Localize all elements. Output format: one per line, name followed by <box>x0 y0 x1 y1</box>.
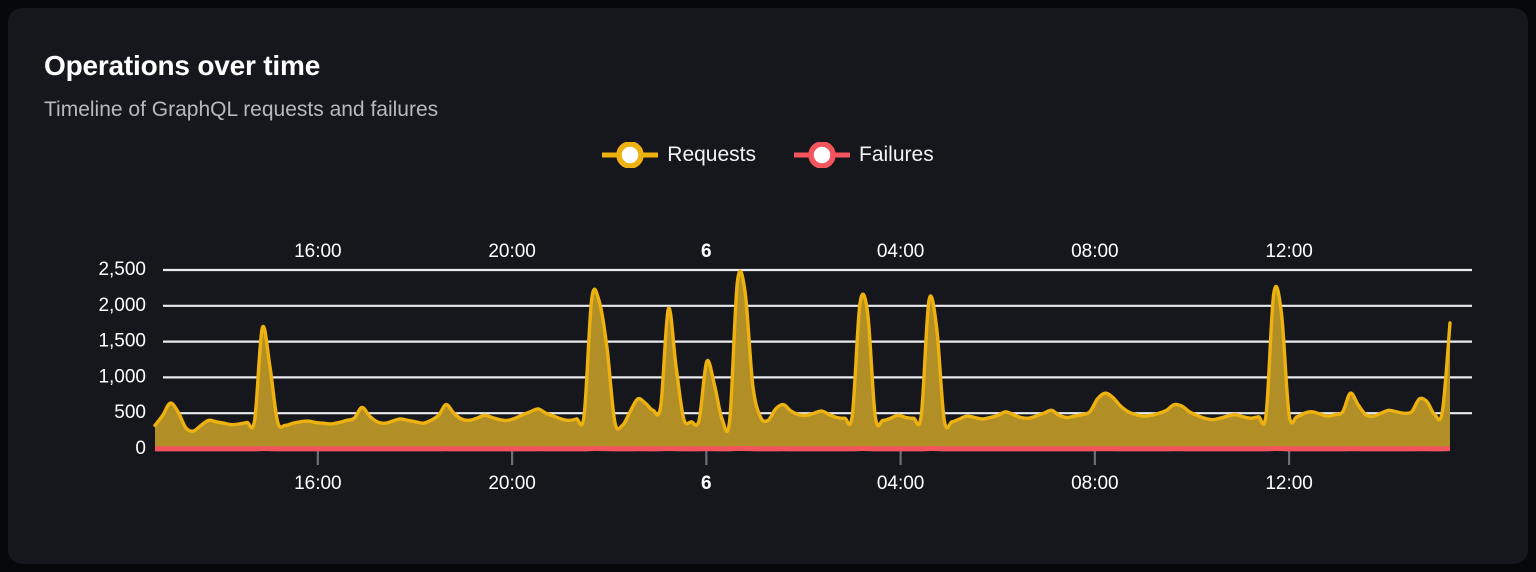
requests-line <box>153 269 1452 434</box>
x-axis-tick-label-bottom: 12:00 <box>1265 473 1313 494</box>
page-subtitle: Timeline of GraphQL requests and failure… <box>44 98 439 121</box>
y-axis-tick-label: 2,500 <box>98 259 146 280</box>
x-axis-tick-label-top: 20:00 <box>488 241 536 262</box>
x-axis-tick-label-bottom: 04:00 <box>877 473 925 494</box>
x-axis-tick-label-top: 6 <box>701 241 712 262</box>
page-title: Operations over time <box>44 50 321 81</box>
legend-label-requests: Requests <box>667 143 756 166</box>
x-axis-tick-label-top: 16:00 <box>294 241 342 262</box>
x-axis-tick-label-top: 08:00 <box>1071 241 1119 262</box>
y-axis-tick-label: 1,000 <box>98 366 146 387</box>
legend-label-failures: Failures <box>859 143 934 166</box>
legend-item-failures[interactable]: Failures <box>794 141 934 169</box>
x-axis-tick-label-bottom: 16:00 <box>294 473 342 494</box>
x-axis-tick-label-bottom: 20:00 <box>488 473 536 494</box>
y-axis-tick-label: 0 <box>135 438 146 459</box>
x-axis-tick-label-bottom: 08:00 <box>1071 473 1119 494</box>
x-axis-tick-label-top: 12:00 <box>1265 241 1313 262</box>
chart-card: Operations over time Timeline of GraphQL… <box>8 8 1528 564</box>
chart-plot-area[interactable]: 0 500 1,000 1,500 2,000 2,500 16:00 16:00 20:00 2… <box>8 8 1528 564</box>
x-axis-tick-label-bottom: 6 <box>701 473 712 494</box>
y-axis-tick-label: 500 <box>114 402 146 423</box>
requests-area-fill <box>155 271 1450 449</box>
y-axis-tick-label: 1,500 <box>98 331 146 352</box>
legend-item-requests[interactable]: Requests <box>602 141 756 169</box>
x-axis-tick-label-top: 04:00 <box>877 241 925 262</box>
y-axis-tick-label: 2,000 <box>98 295 146 316</box>
failures-legend-marker-icon <box>794 141 850 169</box>
chart-legend: Requests Failures <box>8 141 1528 169</box>
operations-over-time-chart: 0 500 1,000 1,500 2,000 2,500 16:00 16:00 20:00 2… <box>98 241 1472 494</box>
requests-legend-marker-icon <box>602 141 659 169</box>
